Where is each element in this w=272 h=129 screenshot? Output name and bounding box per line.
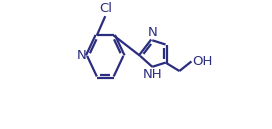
Text: Cl: Cl — [99, 2, 112, 15]
Text: NH: NH — [143, 68, 162, 81]
Text: OH: OH — [192, 55, 213, 68]
Text: N: N — [77, 49, 86, 62]
Text: N: N — [147, 26, 157, 39]
